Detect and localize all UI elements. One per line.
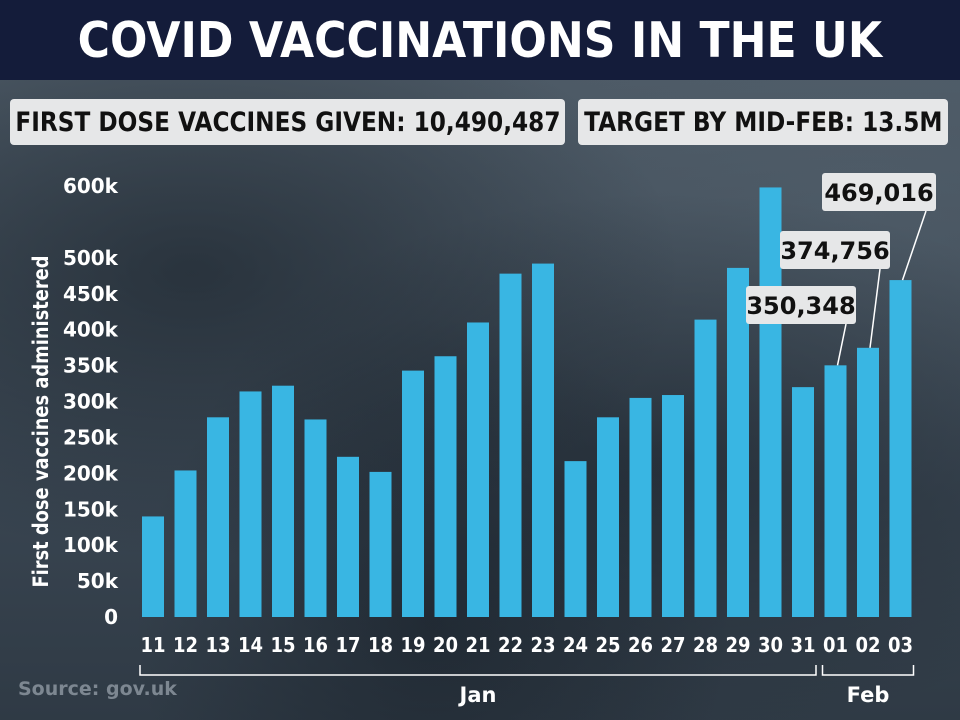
first-dose-total-label: FIRST DOSE VACCINES GIVEN: 10,490,487 — [14, 106, 561, 138]
target-box: TARGET BY MID-FEB: 13.5M — [578, 99, 948, 145]
bar — [759, 187, 782, 618]
bar — [142, 516, 164, 617]
x-tick-label: 03 — [888, 634, 913, 657]
x-tick-label: 12 — [173, 634, 198, 657]
x-tick-label: 16 — [303, 634, 328, 657]
bar — [532, 263, 554, 617]
bar — [499, 273, 522, 617]
x-tick-label: 02 — [855, 634, 880, 657]
y-tick-label: 400k — [63, 318, 119, 342]
month-label: Feb — [847, 683, 890, 707]
bar — [434, 356, 457, 617]
y-tick-label: 350k — [63, 354, 119, 378]
y-tick-label: 150k — [63, 497, 119, 521]
y-tick-label: 600k — [63, 174, 119, 198]
month-bracket — [821, 665, 915, 676]
x-tick-label: 23 — [530, 634, 555, 657]
x-tick-label: 22 — [498, 634, 523, 657]
callout-box — [746, 286, 856, 324]
x-tick-label: 20 — [433, 634, 458, 657]
bar — [564, 461, 587, 617]
data-label: 469,016 — [824, 179, 933, 207]
x-tick-label: 24 — [563, 634, 588, 657]
callout-box — [822, 173, 936, 211]
bar — [694, 319, 717, 617]
bar — [889, 280, 912, 617]
x-tick-label: 11 — [140, 634, 165, 657]
first-dose-total-box: FIRST DOSE VACCINES GIVEN: 10,490,487 — [10, 99, 565, 145]
callout-box — [780, 231, 890, 269]
bar — [467, 322, 489, 617]
x-tick-label: 01 — [823, 634, 848, 657]
x-tick-label: 18 — [368, 634, 393, 657]
y-tick-label: 0 — [104, 605, 118, 629]
month-label: Jan — [458, 683, 497, 707]
x-tick-label: 27 — [660, 634, 685, 657]
callout-line — [901, 210, 927, 281]
x-tick-label: 13 — [205, 634, 230, 657]
y-tick-label: 300k — [63, 390, 119, 414]
bar — [272, 385, 294, 617]
bar — [662, 395, 684, 617]
y-axis-label: First dose vaccines administered — [29, 255, 54, 587]
x-tick-label: 25 — [595, 634, 620, 657]
x-tick-label: 31 — [790, 634, 815, 657]
bar — [239, 391, 262, 617]
bar — [304, 419, 327, 617]
y-tick-label: 450k — [63, 282, 119, 306]
x-tick-label: 29 — [725, 634, 750, 657]
bar — [597, 417, 619, 617]
page-title: COVID VACCINATIONS IN THE UK — [77, 11, 883, 69]
bar — [369, 471, 392, 617]
bar — [629, 397, 652, 617]
y-tick-label: 100k — [63, 533, 119, 557]
x-tick-label: 15 — [270, 634, 295, 657]
bar — [174, 470, 197, 617]
bar — [792, 387, 814, 617]
month-bracket — [139, 665, 817, 676]
y-tick-label: 50k — [77, 569, 119, 593]
y-tick-label: 500k — [63, 246, 119, 270]
x-tick-label: 14 — [238, 634, 263, 657]
bar — [727, 267, 749, 617]
bar — [207, 417, 229, 617]
x-tick-label: 19 — [400, 634, 425, 657]
x-tick-label: 28 — [693, 634, 718, 657]
target-label: TARGET BY MID-FEB: 13.5M — [583, 106, 943, 138]
x-tick-label: 30 — [758, 634, 783, 657]
bar — [337, 456, 359, 617]
bar — [857, 347, 879, 617]
y-tick-label: 200k — [63, 461, 119, 485]
bar — [824, 365, 847, 617]
x-tick-label: 21 — [465, 634, 490, 657]
y-tick-label: 250k — [63, 425, 119, 449]
data-label: 374,756 — [780, 237, 889, 265]
x-tick-label: 17 — [335, 634, 360, 657]
bar — [402, 370, 424, 617]
x-tick-label: 26 — [628, 634, 653, 657]
callout-line — [836, 323, 847, 366]
callout-line — [869, 268, 881, 348]
data-label: 350,348 — [746, 292, 855, 320]
title-bar: COVID VACCINATIONS IN THE UK — [0, 0, 960, 80]
source-credit: Source: gov.uk — [18, 678, 177, 700]
